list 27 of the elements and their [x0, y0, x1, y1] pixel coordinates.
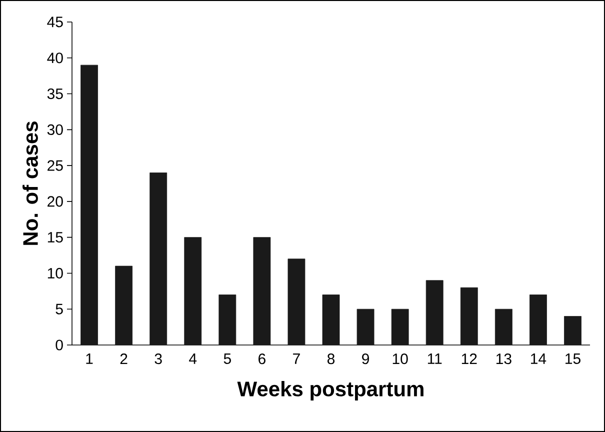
x-tick-label: 10 — [392, 354, 408, 364]
x-tick-label: 7 — [293, 354, 300, 364]
y-tick-label: 10 — [48, 268, 63, 279]
x-tick-label: 6 — [258, 354, 266, 364]
x-tick-label: 15 — [566, 354, 580, 364]
y-axis-title: No. of cases — [22, 122, 38, 245]
x-tick-label: 1 — [86, 354, 93, 364]
x-tick-label: 4 — [189, 354, 197, 364]
x-tick-label: 3 — [154, 354, 162, 364]
x-tick-label: 14 — [531, 354, 546, 364]
y-tick-label: 5 — [56, 304, 63, 314]
y-tick-label: 15 — [48, 232, 63, 243]
x-tick-label: 5 — [224, 354, 231, 364]
y-tick-label: 0 — [56, 340, 63, 350]
y-tick-label: 40 — [47, 52, 63, 64]
y-tick-label: 45 — [47, 16, 63, 28]
x-tick-label: 2 — [120, 354, 128, 364]
x-tick-label: 9 — [362, 354, 369, 364]
y-tick-label: 25 — [48, 160, 63, 171]
x-axis-title: Weeks postpartum — [237, 380, 424, 401]
x-tick-label: 11 — [428, 354, 442, 364]
y-tick-label: 20 — [48, 196, 63, 207]
x-tick-label: 12 — [462, 354, 477, 364]
y-tick-label: 35 — [47, 88, 63, 100]
x-tick-label: 8 — [327, 354, 335, 364]
x-tick-label: 13 — [496, 354, 512, 364]
y-tick-label: 30 — [47, 124, 63, 135]
